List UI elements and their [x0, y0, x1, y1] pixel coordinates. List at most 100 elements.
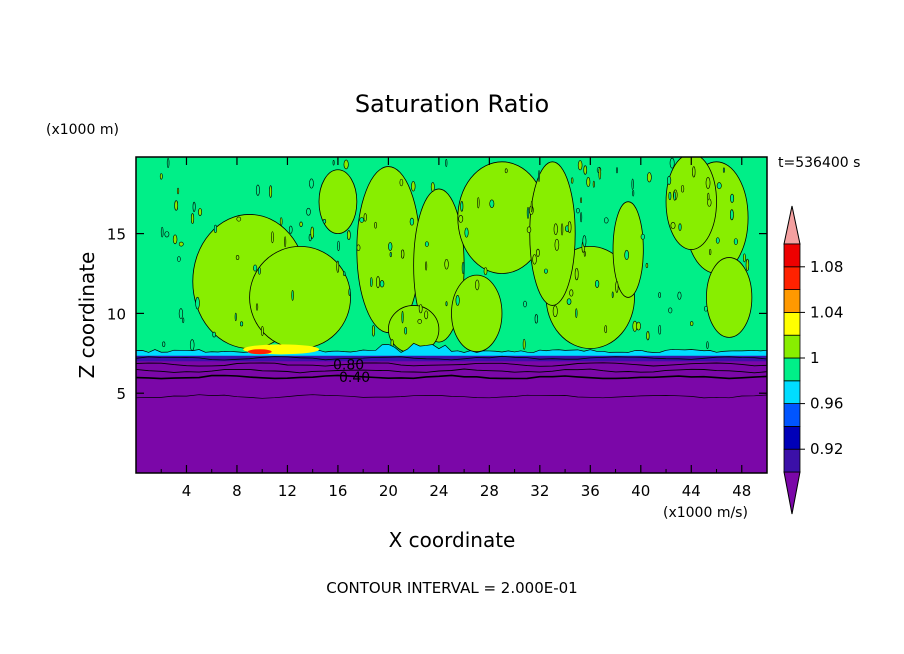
colorbar-swatch: [783, 380, 801, 404]
contour-fleck: [667, 175, 672, 185]
contour-fleck: [716, 182, 722, 190]
contour-line: [136, 394, 767, 399]
contour-fleck: [583, 165, 588, 175]
near-saturated-patch: [318, 169, 358, 235]
contour-fleck: [729, 209, 734, 221]
contour-line: [136, 362, 767, 367]
colorbar-tick-label: 0.96: [810, 395, 843, 413]
contour-fleck: [253, 264, 258, 272]
x-tick-label: 40: [631, 482, 650, 500]
contour-fleck: [615, 167, 619, 174]
contour-fleck: [658, 292, 662, 298]
contour-fleck: [240, 321, 244, 327]
contour-fleck: [575, 308, 578, 318]
green-patch-group: [159, 157, 753, 354]
contour-line: [136, 368, 767, 374]
contour-fleck: [461, 262, 465, 274]
contour-fleck: [743, 253, 746, 263]
contour-fleck: [526, 207, 530, 219]
plot-frame: [135, 156, 768, 474]
contour-fleck: [560, 223, 564, 236]
colorbar-swatch: [783, 425, 801, 450]
contour-fleck: [279, 217, 283, 226]
contour-fleck: [632, 189, 635, 197]
contour-fleck: [336, 260, 340, 273]
y-unit-label: (x1000 m): [46, 122, 119, 138]
contour-fleck: [615, 280, 619, 293]
contour-fleck: [343, 271, 346, 277]
contour-fleck: [418, 304, 423, 314]
contour-fleck: [745, 258, 750, 272]
colorbar-swatch: [783, 243, 801, 268]
contour-fleck: [189, 339, 195, 351]
dry-layer: [136, 355, 767, 473]
contour-fleck: [172, 234, 178, 245]
contour-fleck: [489, 199, 495, 208]
x-tick-label: 20: [379, 482, 398, 500]
contour-fleck: [646, 331, 650, 341]
contour-fleck: [523, 300, 527, 308]
contour-fleck: [707, 198, 712, 207]
contour-fleck: [178, 308, 184, 319]
contour-fleck: [255, 184, 260, 196]
colorbar-tick-label: 1: [810, 349, 820, 367]
contour-fleck: [631, 178, 634, 190]
x-tick-label: 12: [278, 482, 297, 500]
contour-fleck: [730, 193, 735, 203]
contour-fleck: [445, 301, 448, 307]
contour-fleck: [291, 290, 294, 301]
near-saturated-patch: [451, 274, 503, 353]
contour-fleck: [343, 159, 349, 170]
contour-fleck: [409, 217, 415, 226]
y-tick-group: 5 10 15: [107, 226, 767, 403]
colorbar-tick-label: 1.08: [810, 258, 843, 276]
x-tick-label: 28: [480, 482, 499, 500]
near-saturated-patch: [612, 201, 644, 298]
contour-fleck: [261, 326, 264, 336]
contour-field: 0.800.40: [136, 157, 767, 473]
colorbar-swatch: [783, 311, 801, 336]
contour-fleck: [411, 181, 416, 192]
contour-fleck: [646, 172, 652, 183]
contour-fleck: [577, 160, 583, 171]
y-tick-label: 10: [107, 305, 126, 323]
colorbar-swatch: [783, 448, 801, 473]
contour-fleck: [576, 207, 580, 214]
contour-fleck: [475, 279, 480, 291]
contour-fleck: [162, 341, 166, 347]
x-tick-label: 24: [429, 482, 448, 500]
contour-fleck: [444, 258, 449, 270]
contour-fleck: [483, 267, 488, 276]
contour-fleck: [160, 226, 164, 238]
contour-fleck: [401, 310, 404, 324]
contour-fleck: [460, 201, 464, 212]
contour-label: 0.80: [333, 357, 364, 373]
contour-fleck: [733, 238, 738, 245]
contour-fleck: [636, 321, 641, 331]
y-tick-label: 5: [116, 385, 126, 403]
contour-fleck: [681, 185, 685, 193]
contour-fleck: [534, 314, 538, 324]
colorbar-swatch: [783, 357, 801, 382]
contour-fleck: [356, 244, 361, 251]
contour-fleck: [164, 231, 170, 238]
contour-line: [136, 355, 767, 361]
contour-fleck: [424, 310, 429, 320]
contour-fleck: [198, 207, 202, 216]
contour-fleck: [705, 177, 711, 189]
contour-fleck: [668, 191, 672, 201]
contour-fleck: [269, 185, 273, 198]
contour-fleck: [236, 216, 242, 222]
near-saturated-patch: [249, 245, 351, 349]
contour-fleck: [337, 240, 340, 252]
contour-fleck: [592, 180, 595, 188]
contour-label: 0.40: [339, 370, 370, 386]
colorbar-tick-label: 0.92: [810, 440, 843, 458]
contour-fleck: [544, 268, 548, 274]
x-tick-label: 8: [232, 482, 242, 500]
chart-title: Saturation Ratio: [355, 90, 549, 118]
contour-fleck: [504, 168, 508, 174]
contour-fleck: [306, 207, 311, 216]
contour-fleck: [580, 212, 583, 223]
